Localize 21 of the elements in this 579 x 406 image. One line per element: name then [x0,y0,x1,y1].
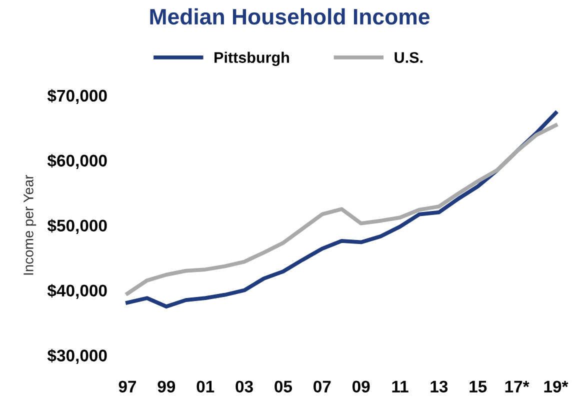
chart-title: Median Household Income [150,8,430,25]
y-tick-label: $70,000 [47,89,107,104]
x-tick-label: 05 [274,380,292,392]
x-tick-label: 15 [470,380,487,392]
x-tick-label: 13 [430,380,448,393]
x-tick-label: 97 [118,380,136,392]
x-tick-label: 17* [505,380,530,392]
x-tick-label: 07 [314,380,331,392]
x-tick-label: 03 [236,380,253,393]
legend-label: U.S. [394,52,422,63]
x-tick-label: 19* [544,380,568,392]
y-tick-label: $50,000 [47,219,107,234]
y-tick-label: $30,000 [47,348,107,364]
legend-label: Pittsburgh [214,52,289,66]
y-axis-title: Income per Year [24,174,36,275]
x-tick-label: 09 [352,380,370,392]
x-tick-label: 99 [158,380,176,392]
y-tick-label: $40,000 [47,284,107,299]
x-tick-label: 01 [196,380,214,392]
y-tick-label: $60,000 [47,154,107,169]
x-tick-label: 11 [392,380,408,392]
